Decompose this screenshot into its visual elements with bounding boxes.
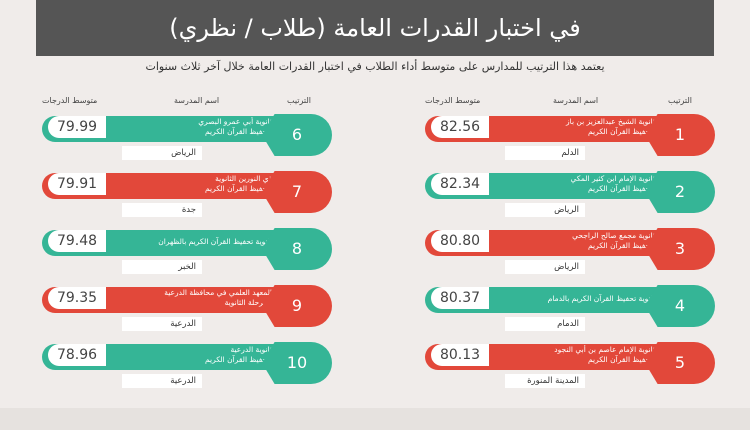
page-title: في اختبار القدرات العامة (طلاب / نظري) [169, 14, 581, 42]
school-name-line1: ثانوية الدرعية [230, 345, 272, 354]
score-value: 80.13 [431, 344, 489, 366]
school-name: ثانوية الشيخ عبدالعزيز بن باز لتحفيظ القر… [505, 117, 655, 139]
school-name-line1: ثانوية مجمع صالح الراجحي [572, 231, 655, 240]
school-name-line2: المرحلة الثانوية [224, 298, 272, 307]
city-label: الرياض [505, 260, 585, 274]
rank-number: 2 [645, 171, 715, 213]
score-value: 82.34 [431, 173, 489, 195]
city-label: الخبر [122, 260, 202, 274]
school-name-line2: لتحفيظ القرآن الكريم [588, 184, 655, 193]
avg-header-right: متوسط الدرجات [425, 96, 481, 105]
ranking-row: 80.80 ثانوية مجمع صالح الراجحي لتحفيظ القر… [425, 228, 715, 274]
ranking-row: 80.13 ثانوية الإمام عاصم بن أبي النجود لتح… [425, 342, 715, 388]
score-value: 79.48 [48, 230, 106, 252]
school-name: المعهد العلمي في محافظة الدرعية المرحلة ا… [122, 288, 272, 310]
score-value: 79.35 [48, 287, 106, 309]
rank-header-left: الترتيب [287, 96, 311, 105]
page-subtitle: يعتمد هذا الترتيب للمدارس على متوسط أداء… [145, 60, 605, 73]
ranking-row: 82.34 ثانوية الإمام ابن كثير المكي لتحفيظ … [425, 171, 715, 217]
rank-header-right: الترتيب [668, 96, 692, 105]
school-header-left: اسم المدرسة [174, 96, 220, 105]
school-name-line1: ثانوية الإمام ابن كثير المكي [570, 174, 656, 183]
school-name: ثانوية الإمام ابن كثير المكي لتحفيظ القرآ… [505, 174, 656, 196]
city-label: الرياض [505, 203, 585, 217]
ranking-row: 79.99 ثانوية أبي عمرو البصري لتحفيظ القرآن… [42, 114, 332, 160]
city-label: الرياض [122, 146, 202, 160]
school-name: ثانوية تحفيظ القرآن الكريم بالظهران [122, 231, 272, 253]
ranking-row: 79.35 المعهد العلمي في محافظة الدرعية المر… [42, 285, 332, 331]
footer-strip [0, 408, 750, 430]
ranking-row: 79.48 ثانوية تحفيظ القرآن الكريم بالظهران… [42, 228, 332, 274]
rank-number: 6 [262, 114, 332, 156]
header-banner: في اختبار القدرات العامة (طلاب / نظري) [36, 0, 714, 56]
score-value: 82.56 [431, 116, 489, 138]
school-name-line2: لتحفيظ القرآن الكريم [588, 241, 655, 250]
school-header-right: اسم المدرسة [553, 96, 599, 105]
city-label: الدلم [505, 146, 585, 160]
city-label: الدرعية [122, 374, 202, 388]
rank-number: 3 [645, 228, 715, 270]
school-name-line2: لتحفيظ القرآن الكريم [205, 355, 272, 364]
rank-number: 10 [262, 342, 332, 384]
school-name-line1: ثانوية تحفيظ القرآن الكريم بالدمام [547, 294, 655, 303]
school-name-line1: المعهد العلمي في محافظة الدرعية [164, 288, 272, 297]
score-value: 79.99 [48, 116, 106, 138]
ranking-row: 78.96 ثانوية الدرعية لتحفيظ القرآن الكريم ا… [42, 342, 332, 388]
city-label: المدينة المنورة [505, 374, 585, 388]
school-name-line1: ثانوية الشيخ عبدالعزيز بن باز [566, 117, 655, 126]
avg-header-left: متوسط الدرجات [42, 96, 98, 105]
ranking-row: 80.37 ثانوية تحفيظ القرآن الكريم بالدمام ا… [425, 285, 715, 331]
school-name: ثانوية الدرعية لتحفيظ القرآن الكريم [122, 345, 272, 367]
rank-number: 1 [645, 114, 715, 156]
city-label: الدرعية [122, 317, 202, 331]
school-name-line2: لتحفيظ القرآن الكريم [588, 127, 655, 136]
rank-number: 9 [262, 285, 332, 327]
score-value: 80.37 [431, 287, 489, 309]
school-name-line2: لتحفيظ القرآن الكريم [205, 127, 272, 136]
rank-number: 7 [262, 171, 332, 213]
school-name-line2: لتحفيظ القرآن الكريم [205, 184, 272, 193]
ranking-row: 79.91 ذي النورين الثانوية لتحفيظ القرآن ال… [42, 171, 332, 217]
score-value: 79.91 [48, 173, 106, 195]
city-label: الدمام [505, 317, 585, 331]
rank-number: 4 [645, 285, 715, 327]
school-name-line1: ذي النورين الثانوية [215, 174, 272, 183]
school-name: ثانوية مجمع صالح الراجحي لتحفيظ القرآن ال… [505, 231, 655, 253]
school-name-line2: لتحفيظ القرآن الكريم [588, 355, 655, 364]
school-name: ثانوية الإمام عاصم بن أبي النجود لتحفيظ ا… [505, 345, 655, 367]
school-name: ثانوية تحفيظ القرآن الكريم بالدمام [505, 288, 655, 310]
school-name-line1: ثانوية أبي عمرو البصري [198, 117, 272, 126]
ranking-row: 82.56 ثانوية الشيخ عبدالعزيز بن باز لتحفيظ… [425, 114, 715, 160]
rank-number: 8 [262, 228, 332, 270]
rank-number: 5 [645, 342, 715, 384]
school-name: ثانوية أبي عمرو البصري لتحفيظ القرآن الكر… [122, 117, 272, 139]
score-value: 80.80 [431, 230, 489, 252]
score-value: 78.96 [48, 344, 106, 366]
school-name-line1: ثانوية تحفيظ القرآن الكريم بالظهران [158, 237, 272, 246]
school-name-line1: ثانوية الإمام عاصم بن أبي النجود [554, 345, 655, 354]
city-label: جدة [122, 203, 202, 217]
school-name: ذي النورين الثانوية لتحفيظ القرآن الكريم [122, 174, 272, 196]
